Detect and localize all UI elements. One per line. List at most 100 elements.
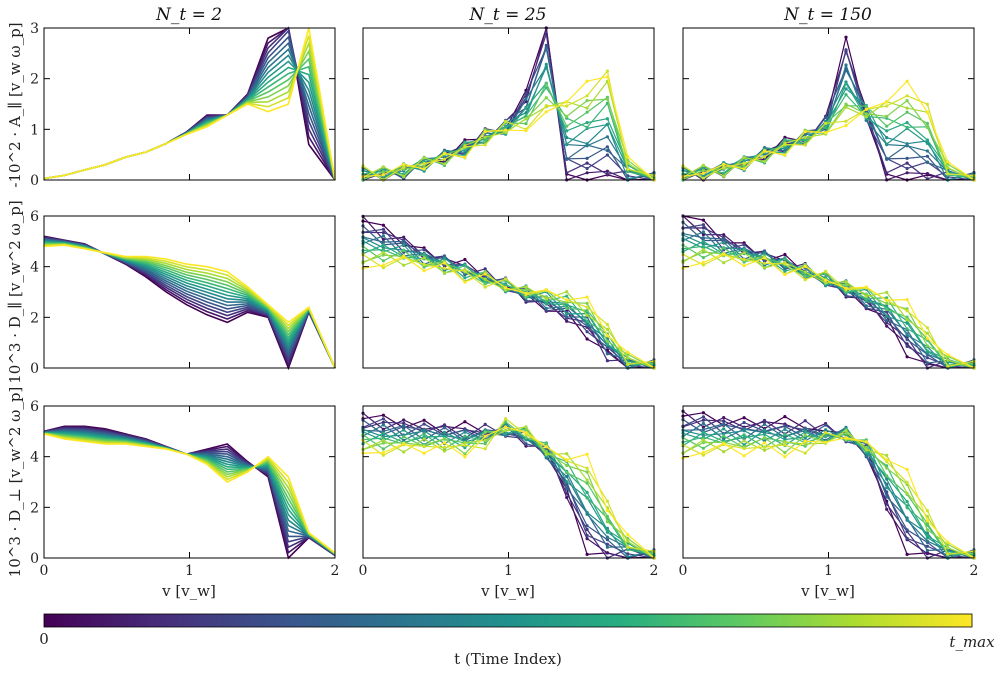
data-point: [585, 171, 589, 175]
data-point: [783, 135, 787, 139]
data-point: [701, 230, 706, 234]
data-point: [946, 540, 950, 544]
data-point: [844, 282, 848, 287]
data-point: [885, 296, 889, 300]
data-point: [844, 124, 848, 128]
data-point: [585, 524, 589, 528]
panel-r2c3: [681, 214, 976, 370]
data-point: [885, 114, 889, 118]
data-point: [824, 126, 828, 130]
data-point: [605, 514, 610, 518]
data-point: [402, 248, 406, 253]
series-line-t15: [43, 433, 336, 554]
data-point: [422, 167, 426, 171]
data-point: [946, 364, 950, 369]
data-point: [442, 256, 447, 260]
data-point: [544, 82, 548, 86]
data-point: [925, 344, 930, 348]
data-point: [585, 330, 589, 334]
data-point: [946, 358, 950, 362]
data-point: [701, 171, 706, 175]
data-point: [605, 535, 610, 539]
y-tick-label: 0: [30, 361, 39, 377]
data-point: [565, 319, 569, 323]
data-point: [885, 307, 889, 312]
data-point: [701, 411, 706, 415]
data-point: [463, 446, 467, 450]
y-tick-label: 0: [30, 551, 39, 567]
data-point: [565, 315, 569, 319]
data-point: [701, 244, 706, 248]
data-point: [402, 172, 406, 176]
data-point: [381, 453, 385, 457]
data-point: [701, 250, 706, 254]
row-1-ylabel: -10^2 · A_∥ [v_w ω_p]: [6, 22, 24, 187]
data-point: [925, 522, 930, 526]
data-point: [885, 305, 889, 309]
data-point: [402, 428, 406, 432]
data-point: [463, 443, 467, 447]
data-point: [422, 451, 426, 455]
data-point: [824, 281, 828, 285]
data-point: [925, 149, 930, 153]
data-point: [605, 508, 610, 513]
data-point: [565, 480, 569, 484]
data-point: [803, 442, 807, 446]
data-point: [701, 168, 706, 173]
data-point: [565, 312, 569, 316]
data-point: [701, 242, 706, 246]
data-point: [565, 470, 569, 475]
x-tick-label: 0: [359, 563, 368, 579]
data-point: [722, 165, 726, 169]
data-point: [701, 418, 706, 422]
data-point: [524, 97, 528, 101]
data-point: [463, 434, 467, 438]
data-point: [925, 539, 930, 543]
data-point: [544, 449, 548, 453]
series-line-t4: [43, 35, 336, 181]
data-point: [844, 63, 848, 67]
data-point: [504, 432, 508, 436]
data-point: [605, 327, 610, 331]
data-point: [524, 436, 528, 440]
data-point: [946, 552, 950, 556]
data-point: [585, 490, 589, 494]
data-point: [524, 122, 528, 126]
data-point: [905, 467, 909, 471]
data-point: [864, 299, 868, 303]
panel-frame: [682, 215, 975, 369]
data-point: [844, 294, 848, 298]
data-point: [544, 104, 548, 108]
data-point: [381, 253, 385, 257]
data-point: [885, 495, 889, 499]
data-point: [701, 218, 706, 222]
data-point: [585, 337, 589, 341]
data-point: [885, 301, 889, 305]
data-point: [381, 243, 385, 247]
data-point: [864, 104, 868, 108]
data-point: [565, 129, 569, 133]
series-line-t13: [362, 251, 655, 369]
data-point: [783, 262, 787, 266]
data-point: [824, 278, 828, 282]
x-tick-label: 1: [504, 563, 513, 579]
data-point: [381, 431, 385, 435]
data-point: [722, 261, 726, 265]
data-point: [885, 507, 889, 511]
y-tick-label: 4: [30, 450, 39, 466]
data-point: [381, 173, 385, 177]
data-point: [803, 133, 807, 137]
data-point: [483, 143, 487, 147]
data-point: [565, 491, 569, 495]
data-point: [803, 439, 807, 443]
data-point: [722, 442, 726, 446]
data-point: [946, 546, 950, 550]
data-point: [544, 456, 548, 460]
data-point: [762, 249, 767, 253]
data-point: [381, 240, 385, 244]
data-point: [442, 445, 447, 449]
data-point: [783, 455, 787, 459]
series-line-t12: [43, 49, 336, 181]
data-point: [722, 171, 726, 175]
data-point: [701, 453, 706, 457]
